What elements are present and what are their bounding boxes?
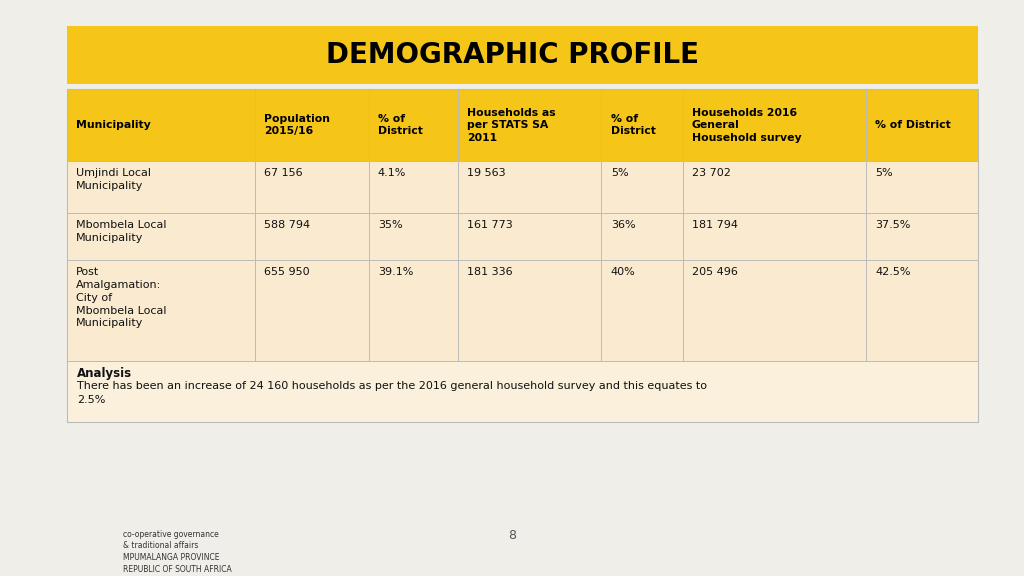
Bar [67,26,978,84]
Text: Analysis: Analysis [77,367,132,380]
Text: 588 794: 588 794 [264,220,310,230]
Text: There has been an increase of 24 160 households as per the 2016 general househol: There has been an increase of 24 160 hou… [77,381,707,406]
Text: Municipality: Municipality [76,120,151,130]
Text: 67 156: 67 156 [264,168,303,178]
Text: 39.1%: 39.1% [378,267,414,277]
Bar [67,260,978,361]
Text: 8: 8 [508,529,516,542]
Bar [67,89,978,161]
Text: 4.1%: 4.1% [378,168,407,178]
Text: 23 702: 23 702 [692,168,731,178]
Bar [67,361,978,422]
Text: % of District: % of District [876,120,951,130]
Text: 161 773: 161 773 [467,220,513,230]
Text: 655 950: 655 950 [264,267,309,277]
Text: 40%: 40% [610,267,636,277]
Text: Post
Amalgamation:
City of
Mbombela Local
Municipality: Post Amalgamation: City of Mbombela Loca… [76,267,166,328]
Bar [67,89,978,422]
Text: Population
2015/16: Population 2015/16 [264,114,330,137]
Text: 35%: 35% [378,220,402,230]
Text: 37.5%: 37.5% [876,220,910,230]
Text: 42.5%: 42.5% [876,267,910,277]
Text: 181 794: 181 794 [692,220,738,230]
Text: 5%: 5% [610,168,629,178]
Text: DEMOGRAPHIC PROFILE: DEMOGRAPHIC PROFILE [326,41,698,69]
Text: Households as
per STATS SA
2011: Households as per STATS SA 2011 [467,108,556,143]
Text: co-operative governance
& traditional affairs
MPUMALANGA PROVINCE
REPUBLIC OF SO: co-operative governance & traditional af… [123,529,231,574]
Text: Households 2016
General
Household survey: Households 2016 General Household survey [692,108,802,143]
Text: % of
District: % of District [610,114,655,137]
Text: 5%: 5% [876,168,893,178]
Text: 19 563: 19 563 [467,168,506,178]
Text: % of
District: % of District [378,114,423,137]
Text: Mbombela Local
Municipality: Mbombela Local Municipality [76,220,166,243]
Bar [67,161,978,213]
Text: 181 336: 181 336 [467,267,513,277]
Bar [67,213,978,260]
Text: 36%: 36% [610,220,635,230]
Text: 205 496: 205 496 [692,267,738,277]
Text: Umjindi Local
Municipality: Umjindi Local Municipality [76,168,151,191]
